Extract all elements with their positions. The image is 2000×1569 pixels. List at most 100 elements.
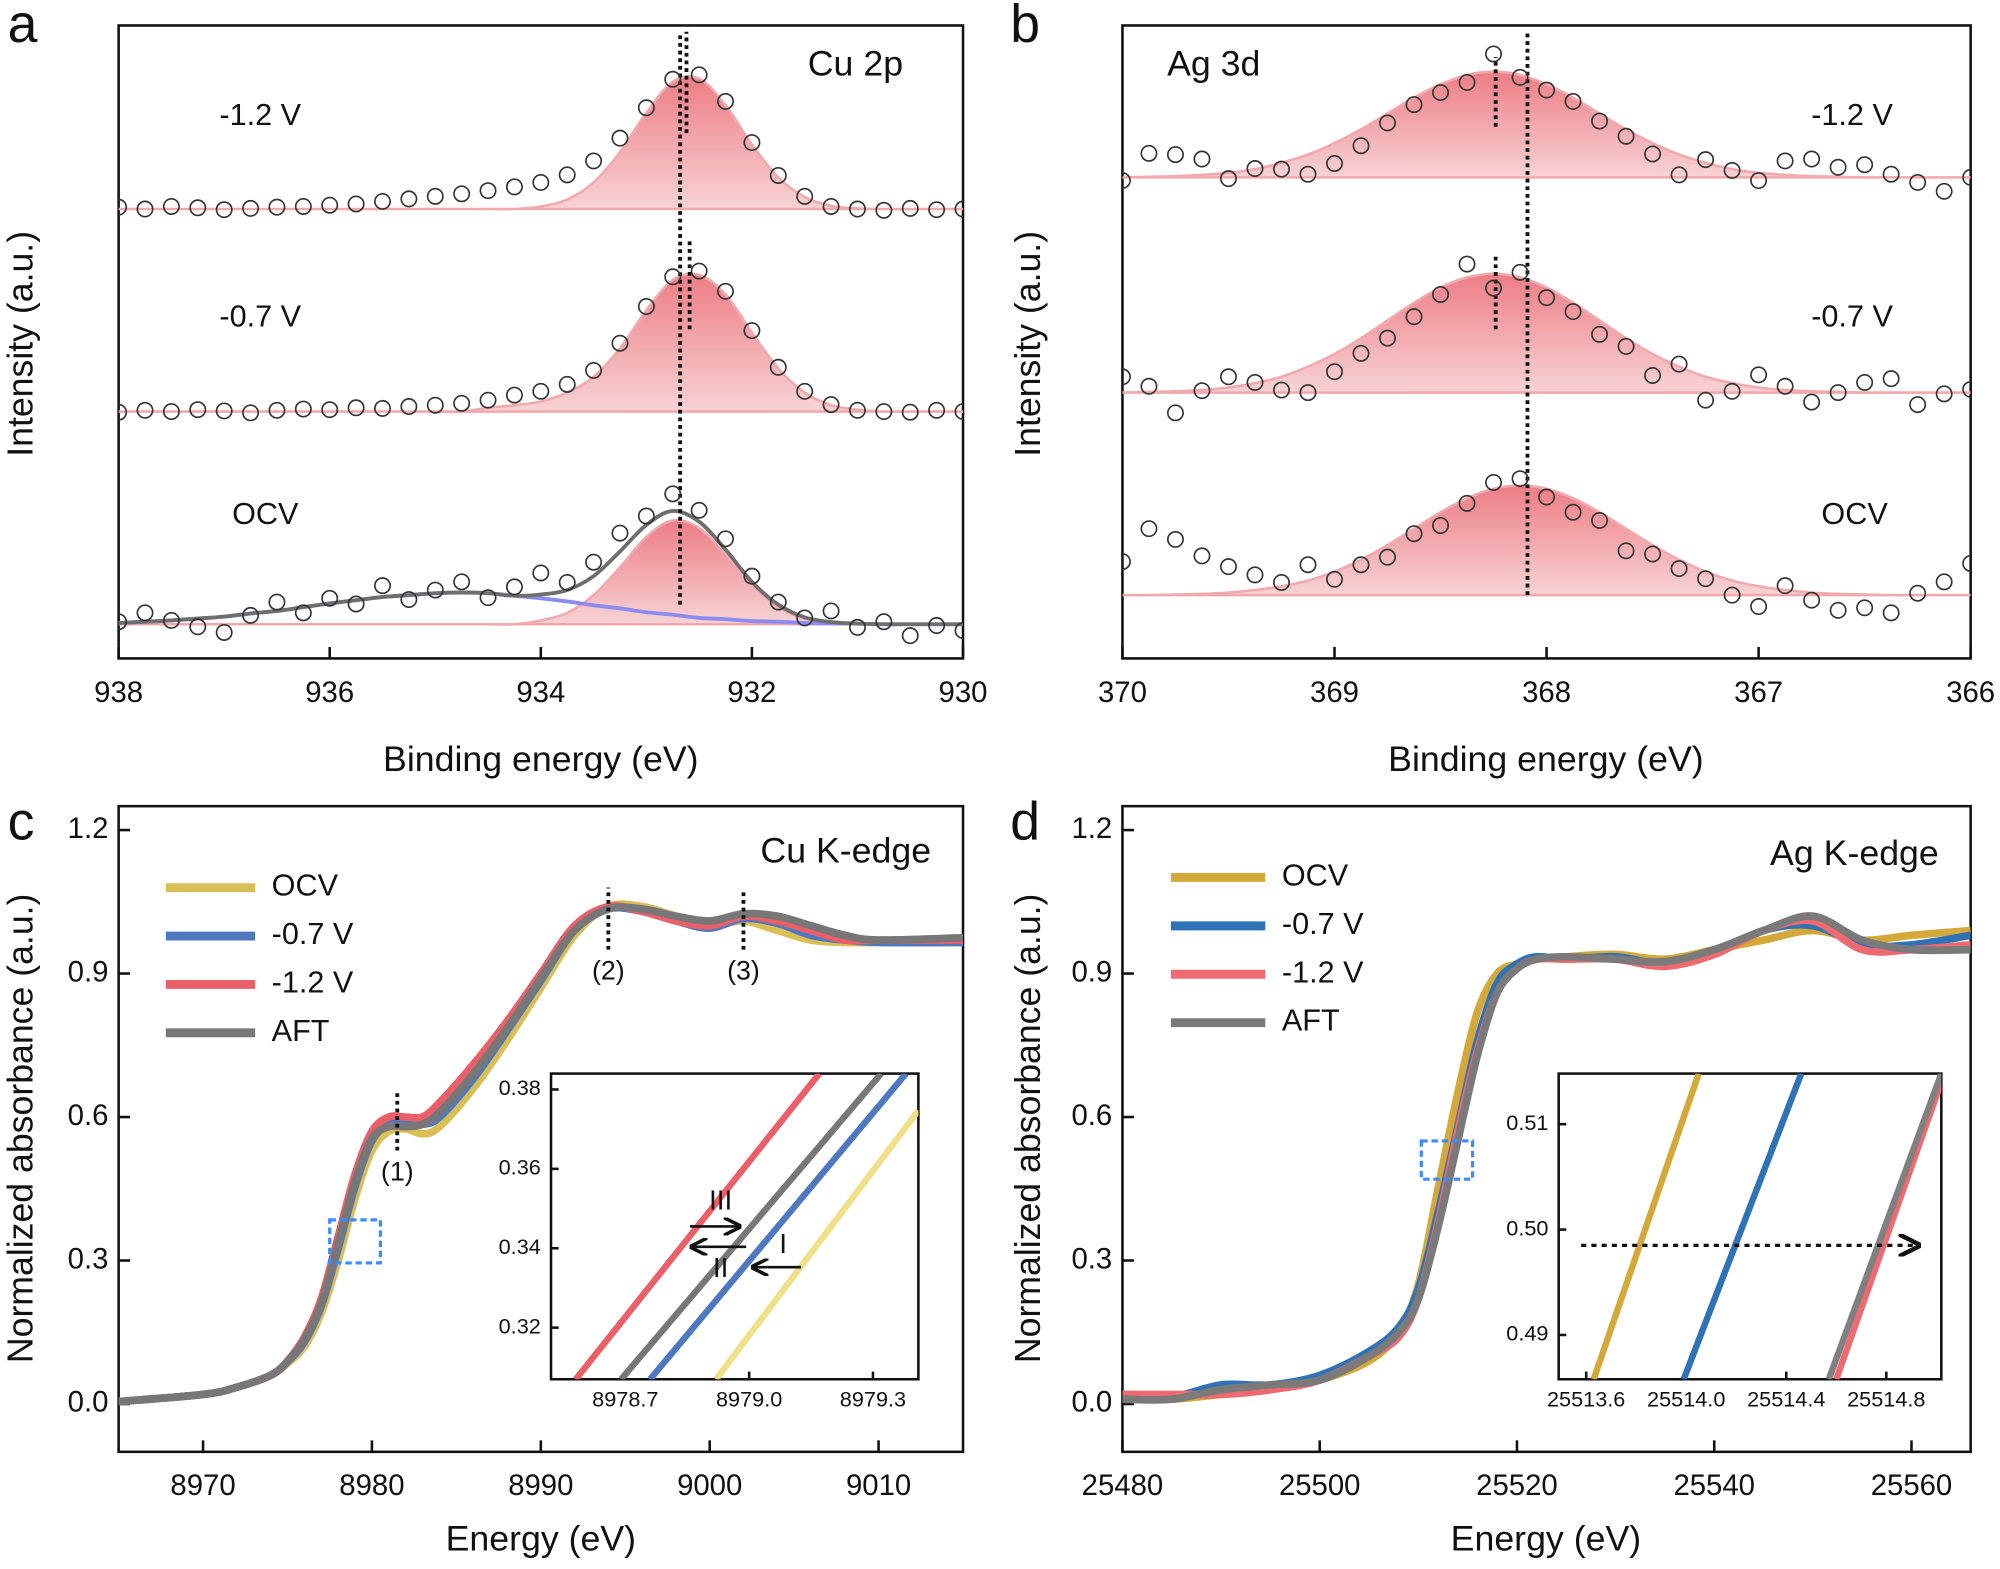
data-point	[1829, 158, 1847, 176]
data-point	[1485, 473, 1503, 491]
data-point	[1882, 370, 1900, 388]
data-point	[242, 199, 260, 217]
data-point	[400, 398, 418, 415]
data-point	[1432, 517, 1450, 534]
data-point	[1644, 367, 1662, 384]
data-point	[162, 611, 180, 629]
inset-line	[647, 1073, 909, 1380]
data-point	[901, 627, 919, 645]
data-point	[1697, 391, 1715, 409]
x-tick-label: 8970	[170, 1469, 235, 1502]
data-point	[1856, 156, 1874, 174]
data-point	[611, 524, 629, 542]
inset-line	[1825, 1073, 1942, 1380]
y-tick-label: 0.51	[1506, 1110, 1548, 1135]
x-tick-label: 369	[1310, 676, 1359, 709]
data-point	[1405, 308, 1423, 326]
data-point	[189, 401, 207, 419]
data-point	[294, 604, 312, 622]
data-point	[136, 200, 154, 218]
data-point	[1829, 601, 1847, 619]
x-tick-label: 366	[1946, 676, 1995, 709]
plot-area	[118, 31, 964, 645]
data-point	[1776, 377, 1794, 395]
data-point	[1140, 520, 1158, 538]
data-point	[1750, 172, 1768, 190]
data-point	[822, 602, 840, 620]
plot-area	[1122, 31, 1971, 622]
data-point	[268, 401, 286, 419]
y-tick-label: 1.2	[1071, 812, 1112, 845]
data-point	[769, 593, 787, 611]
x-axis-label: Energy (eV)	[1451, 1518, 1641, 1558]
y-axis-label: Normalized absorbance (a.u.)	[0, 894, 40, 1364]
data-point	[954, 200, 964, 218]
data-point	[1882, 165, 1900, 183]
data-point	[585, 152, 603, 170]
data-point	[426, 187, 444, 205]
data-point	[901, 403, 919, 421]
x-tick-label: 8979.0	[716, 1387, 782, 1412]
data-point	[479, 589, 497, 607]
data-point	[1140, 377, 1158, 395]
data-point	[558, 573, 576, 591]
data-point	[875, 403, 893, 421]
panel-letter: b	[1010, 0, 1040, 54]
data-point	[1122, 553, 1131, 571]
data-point	[505, 578, 523, 596]
data-point	[1670, 560, 1688, 578]
x-tick-label: 8990	[508, 1469, 573, 1502]
data-point	[717, 282, 735, 300]
data-point	[1617, 542, 1635, 560]
data-point	[1166, 404, 1184, 422]
x-axis-label: Energy (eV)	[446, 1518, 636, 1558]
data-point	[136, 604, 154, 622]
x-tick-label: 25514.4	[1747, 1387, 1825, 1412]
data-point	[928, 201, 946, 219]
data-point	[268, 198, 286, 216]
legend-label: OCV	[272, 869, 339, 903]
x-tick-label: 25560	[1871, 1469, 1953, 1502]
data-point	[717, 530, 735, 548]
x-tick-label: 367	[1734, 676, 1783, 709]
data-point	[769, 167, 787, 184]
data-point	[1140, 144, 1158, 162]
data-point	[1166, 146, 1184, 164]
data-point	[1219, 368, 1237, 386]
data-point	[1962, 380, 1971, 398]
data-point	[400, 190, 418, 208]
data-point	[1352, 344, 1370, 362]
data-point	[1122, 368, 1131, 386]
data-point	[1538, 289, 1556, 307]
data-point	[1776, 577, 1794, 595]
peak-label: (2)	[592, 956, 625, 986]
y-tick-label: 0.3	[68, 1242, 109, 1275]
y-tick-label: 0.6	[68, 1099, 109, 1132]
legend-label: -0.7 V	[272, 917, 354, 951]
data-point	[848, 401, 866, 419]
x-tick-label: 930	[939, 676, 988, 709]
data-point	[1644, 545, 1662, 563]
data-point	[1405, 525, 1423, 543]
data-point	[532, 382, 550, 400]
data-point	[743, 134, 761, 152]
data-point	[822, 198, 840, 215]
data-point	[1326, 363, 1343, 381]
y-tick-label: 0.0	[1071, 1386, 1112, 1419]
legend-label: -1.2 V	[272, 966, 354, 1000]
y-tick-label: 0.0	[68, 1386, 109, 1419]
data-point	[136, 401, 154, 419]
inset-line	[618, 1073, 884, 1380]
inset-background	[1558, 1073, 1942, 1380]
plot-frame	[1121, 804, 1972, 1454]
y-tick-label: 0.34	[499, 1234, 541, 1259]
data-point	[426, 581, 444, 599]
legend-label: OCV	[1282, 859, 1349, 893]
data-point	[1379, 548, 1396, 566]
data-point	[1591, 325, 1609, 343]
data-point	[690, 501, 708, 519]
data-point	[1405, 96, 1423, 114]
x-tick-label: 936	[305, 676, 354, 709]
x-tick-label: 9010	[846, 1469, 911, 1502]
